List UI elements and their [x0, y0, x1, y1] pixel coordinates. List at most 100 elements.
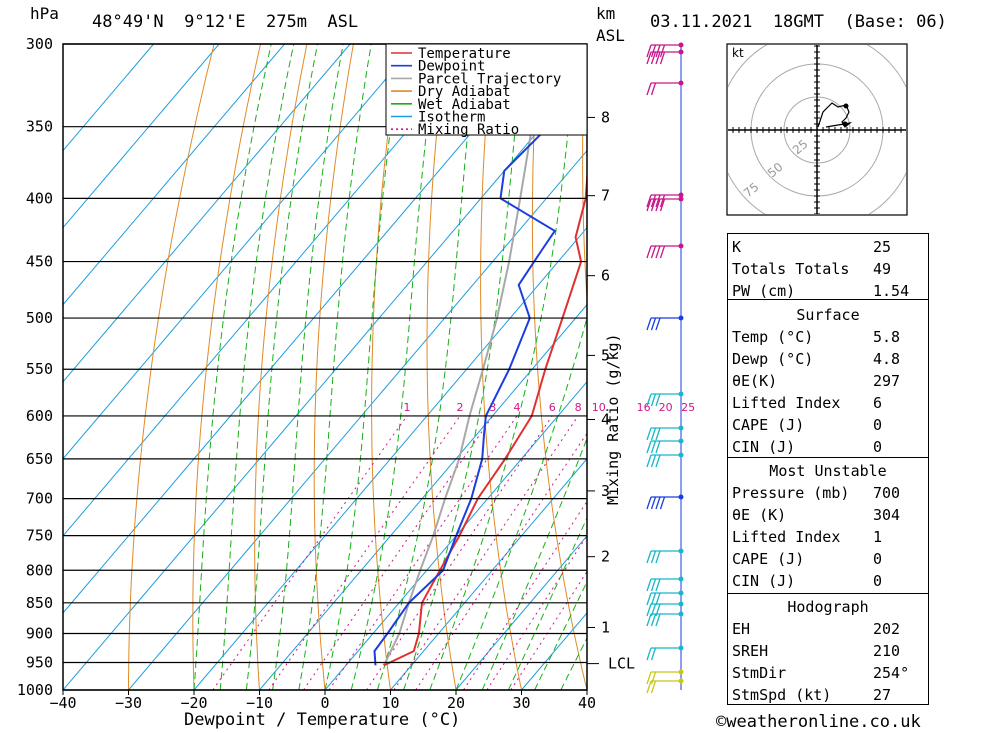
km-tick-label: 4 [601, 410, 610, 428]
legend-entry: Mixing Ratio [418, 122, 519, 138]
dry-adiabat-line [582, 44, 587, 306]
isotherm-line [259, 303, 587, 690]
surface-dewp-label: Dewp (°C) [732, 350, 814, 368]
pressure-tick-label: 950 [26, 653, 53, 671]
copyright-text: ©weatheronline.co.uk [716, 712, 921, 732]
x-axis-label: Dewpoint / Temperature (°C) [184, 710, 461, 730]
x-tick-label: −10 [246, 694, 273, 712]
indices-panel: K 25 Totals Totals 49 PW (cm) 1.54 [727, 233, 929, 301]
wind-barb [646, 196, 684, 212]
wind-barb [646, 425, 684, 441]
pw-value: 1.54 [873, 282, 910, 300]
km-tick-label: 8 [601, 108, 610, 126]
eh-value: 202 [873, 620, 901, 638]
wind-barb [646, 548, 684, 564]
mu-cin-label: CIN (J) [732, 572, 796, 590]
km-tick-label: 5 [601, 346, 610, 364]
wind-barb [646, 243, 684, 259]
surface-theta-label: θE(K) [732, 372, 778, 390]
wind-barb [646, 438, 684, 454]
surface-li-value: 6 [873, 394, 883, 412]
stmspd-label: StmSpd (kt) [732, 686, 832, 704]
location-title: 48°49'N 9°12'E 275m ASL [92, 12, 359, 32]
surface-theta-value: 297 [873, 372, 901, 390]
isotherm-line [193, 226, 587, 690]
wind-barb [646, 80, 684, 96]
storm-motion-point [842, 121, 848, 127]
hodograph-unit-label: kt [732, 46, 744, 60]
km-tick-label: 6 [601, 267, 610, 285]
hodograph-stats-panel: Hodograph EH 202 SREH 210 StmDir 254° St… [727, 593, 929, 705]
mu-theta-label: θE (K) [732, 506, 787, 524]
x-tick-label: −20 [180, 694, 207, 712]
wind-barb [646, 678, 684, 694]
mixing-ratio-value-label: 10 [592, 401, 606, 414]
legend-entry: Dewpoint [418, 59, 485, 75]
x-tick-label: 10 [381, 694, 399, 712]
isotherm-line [63, 72, 587, 690]
mixing-ratio-value-label: 3 [489, 401, 496, 414]
wind-barb [646, 494, 684, 510]
surface-title: Surface [796, 306, 860, 324]
surface-cape-value: 0 [873, 416, 883, 434]
mu-cape-value: 0 [873, 550, 883, 568]
legend-entry: Parcel Trajectory [418, 71, 561, 87]
wind-barb [646, 669, 684, 685]
wind-barb [646, 42, 684, 58]
pressure-tick-label: 400 [26, 189, 53, 207]
surface-cin-label: CIN (J) [732, 438, 796, 456]
pressure-tick-label: 500 [26, 309, 53, 327]
surface-panel: Surface Temp (°C) 5.8 Dewp (°C) 4.8 θE(K… [727, 299, 929, 459]
hodograph-point [843, 103, 849, 109]
legend-entry: Isotherm [418, 110, 485, 126]
surface-temp-label: Temp (°C) [732, 328, 814, 346]
pressure-tick-label: 550 [26, 360, 53, 378]
x-tick-label: −40 [49, 694, 76, 712]
wind-barb [646, 590, 684, 606]
k-label: K [732, 238, 742, 256]
mu-pressure-value: 700 [873, 484, 901, 502]
x-tick-label: 20 [447, 694, 465, 712]
mixing-ratio-value-label: 20 [659, 401, 673, 414]
pressure-tick-label: 750 [26, 527, 53, 545]
pressure-tick-label: 1000 [17, 681, 53, 699]
pressure-tick-label: 900 [26, 624, 53, 642]
mu-theta-value: 304 [873, 506, 901, 524]
wind-barb [646, 452, 684, 468]
mixing-ratio-value-label: 1 [403, 401, 410, 414]
km-tick-label: 7 [601, 187, 610, 205]
mixing-ratio-value-label: 25 [681, 401, 695, 414]
most-unstable-panel: Most Unstable Pressure (mb) 700 θE (K) 3… [727, 457, 929, 595]
km-tick-label: 2 [601, 548, 610, 566]
mixing-ratio-value-label: 6 [549, 401, 556, 414]
stmspd-value: 27 [873, 686, 892, 704]
asl-unit-label: ASL [596, 26, 625, 45]
mu-li-label: Lifted Index [732, 528, 841, 546]
k-value: 25 [873, 238, 892, 256]
pressure-tick-label: 650 [26, 450, 53, 468]
wind-barb [646, 576, 684, 592]
mu-title: Most Unstable [769, 462, 887, 480]
pw-label: PW (cm) [732, 282, 796, 300]
wind-barb [646, 645, 684, 661]
pressure-tick-label: 300 [26, 35, 53, 53]
mu-cin-value: 0 [873, 572, 883, 590]
wind-barb [646, 391, 684, 407]
isotherm-line [390, 458, 587, 690]
wind-barb [646, 315, 684, 331]
pressure-tick-label: 800 [26, 561, 53, 579]
isotherm-line [63, 44, 285, 306]
hpa-unit-label: hPa [30, 4, 59, 23]
mu-li-value: 1 [873, 528, 883, 546]
wind-barb [646, 192, 684, 208]
temperature-profile [383, 166, 587, 667]
legend-entry: Dry Adiabat [418, 84, 511, 100]
mu-cape-label: CAPE (J) [732, 550, 805, 568]
x-tick-label: 30 [512, 694, 530, 712]
x-tick-label: 0 [320, 694, 329, 712]
sreh-label: SREH [732, 642, 769, 660]
mixing-ratio-value-label: 2 [457, 401, 464, 414]
